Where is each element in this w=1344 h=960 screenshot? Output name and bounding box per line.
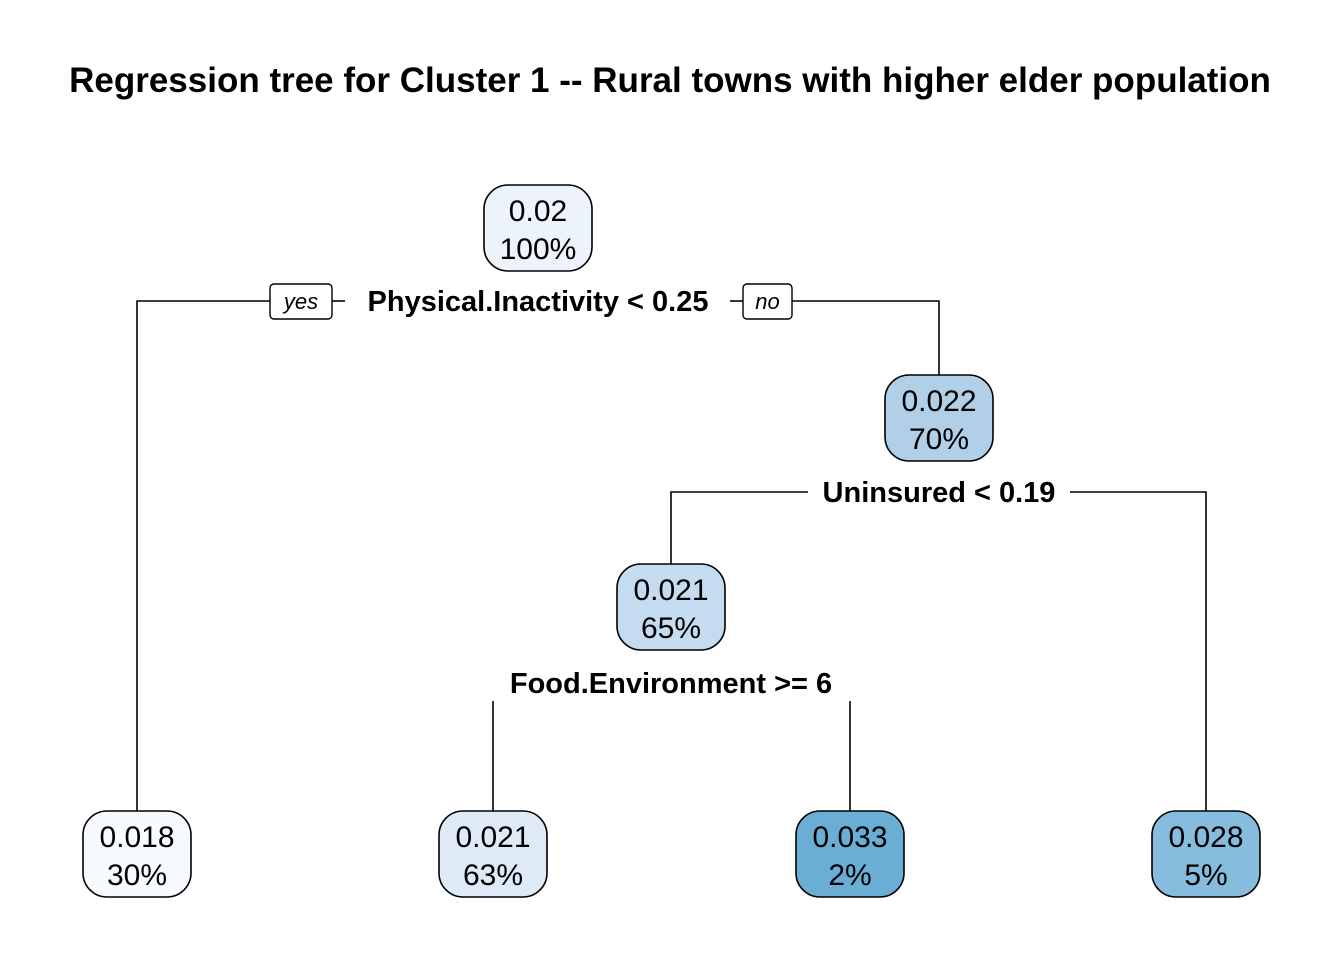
node-percent: 65% xyxy=(641,612,701,645)
split-label-n3: Uninsured < 0.19 xyxy=(823,477,1056,509)
node-box xyxy=(795,810,905,898)
nodes: 0.02 100% 0.022 70% 0.021 65% 0.018 30% 0.021 63%… xyxy=(82,184,1261,898)
node-box xyxy=(616,563,726,651)
branch-no: no xyxy=(742,283,793,320)
edges xyxy=(136,300,1207,812)
node-box xyxy=(1151,810,1261,898)
node-leaf12: 0.021 63% xyxy=(438,810,548,898)
node-value: 0.021 xyxy=(633,574,708,607)
node-percent: 63% xyxy=(463,859,523,892)
node-percent: 100% xyxy=(500,233,577,266)
node-value: 0.02 xyxy=(509,195,567,228)
yes-box xyxy=(269,283,333,320)
node-value: 0.033 xyxy=(812,821,887,854)
node-box xyxy=(438,810,548,898)
node-value: 0.022 xyxy=(901,385,976,418)
node-value: 0.018 xyxy=(99,821,174,854)
node-value: 0.021 xyxy=(455,821,530,854)
node-box xyxy=(483,184,593,272)
node-root: 0.02 100% xyxy=(483,184,593,272)
node-n3: 0.022 70% xyxy=(884,374,994,462)
node-percent: 30% xyxy=(107,859,167,892)
edge-root-left xyxy=(136,300,270,812)
yes-label: yes xyxy=(282,289,318,314)
node-percent: 5% xyxy=(1184,859,1227,892)
branch-yes: yes xyxy=(269,283,333,320)
node-n6: 0.021 65% xyxy=(616,563,726,651)
node-value: 0.028 xyxy=(1168,821,1243,854)
split-label-root: Physical.Inactivity < 0.25 xyxy=(368,286,709,318)
edge-n3-right xyxy=(1070,491,1207,812)
node-leaf2: 0.018 30% xyxy=(82,810,192,898)
node-box xyxy=(82,810,192,898)
splits: Physical.Inactivity < 0.25 Uninsured < 0.… xyxy=(269,283,1056,700)
node-percent: 70% xyxy=(909,423,969,456)
chart-title: Regression tree for Cluster 1 -- Rural t… xyxy=(69,61,1271,100)
edge-root-right xyxy=(792,300,940,376)
edge-n3-left xyxy=(670,491,808,565)
split-label-n6: Food.Environment >= 6 xyxy=(510,668,832,700)
no-label: no xyxy=(755,289,779,314)
node-percent: 2% xyxy=(828,859,871,892)
node-leaf7: 0.028 5% xyxy=(1151,810,1261,898)
node-leaf13: 0.033 2% xyxy=(795,810,905,898)
node-box xyxy=(884,374,994,462)
no-box xyxy=(742,283,793,320)
